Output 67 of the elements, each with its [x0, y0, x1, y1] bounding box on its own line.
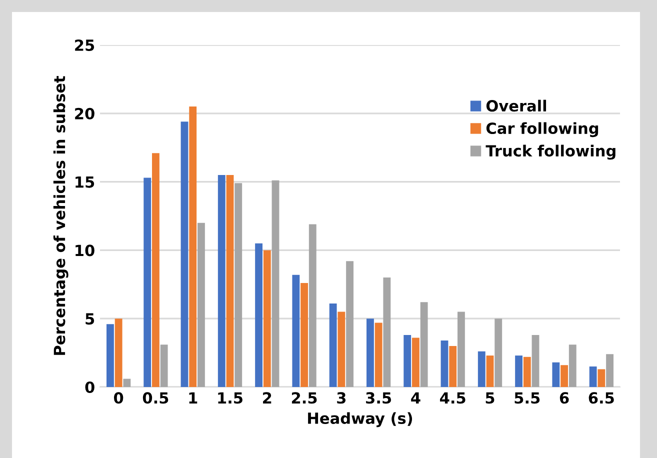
legend-label: Car following	[486, 122, 598, 138]
y-axis-title: Percentage of vehicles in subset	[53, 76, 68, 355]
bar	[560, 365, 568, 387]
bar	[152, 153, 160, 387]
x-tick-label: 1.5	[218, 392, 242, 404]
x-tick-label: 5.5	[514, 392, 540, 404]
bar	[272, 180, 280, 387]
bar	[494, 318, 502, 387]
x-tick-label: 1	[189, 392, 198, 404]
bar	[449, 346, 457, 387]
legend-label: Truck following	[486, 144, 616, 160]
x-tick-label: 0.5	[142, 392, 168, 404]
bar	[234, 183, 242, 387]
bar	[329, 304, 337, 387]
bar	[308, 224, 316, 387]
x-tick-label: 5	[486, 392, 494, 404]
y-tick-label: 15	[76, 176, 94, 188]
bar	[263, 250, 271, 387]
bar	[420, 302, 428, 387]
bar	[226, 174, 234, 387]
bar	[338, 312, 346, 387]
bar	[180, 122, 188, 387]
bar	[404, 335, 412, 387]
x-tick-label: 2.5	[292, 392, 317, 404]
y-tick-label: 25	[75, 39, 94, 52]
bar	[568, 344, 576, 387]
bar	[552, 362, 560, 387]
x-tick-label: 4.5	[440, 392, 466, 404]
bar	[412, 338, 420, 387]
y-tick-label: 0	[85, 381, 94, 394]
bar	[523, 356, 531, 387]
bar	[346, 261, 354, 387]
bar	[515, 356, 522, 387]
y-tick-label: 20	[75, 108, 94, 120]
bar	[144, 178, 152, 387]
x-tick-label: 3.5	[366, 392, 392, 404]
bar	[160, 344, 168, 387]
bar	[300, 283, 308, 387]
x-tick-label: 6.5	[588, 392, 614, 404]
legend-label: Overall	[486, 100, 546, 112]
bar	[374, 322, 382, 387]
y-tick-label: 10	[76, 244, 94, 256]
bar	[198, 222, 205, 387]
bar	[589, 366, 597, 387]
x-tick-label: 6	[560, 392, 569, 404]
x-tick-label: 4	[411, 392, 420, 404]
bar	[532, 335, 540, 387]
y-tick-label: 5	[86, 313, 94, 325]
bar	[598, 369, 606, 387]
bar	[366, 318, 374, 387]
bar	[106, 324, 114, 387]
bar	[383, 278, 391, 387]
x-tick-label: 2	[263, 392, 272, 404]
bar	[292, 274, 300, 387]
bar	[606, 354, 614, 387]
bar	[486, 356, 494, 387]
bar	[189, 106, 197, 387]
bar	[123, 378, 131, 387]
bar	[478, 351, 486, 387]
x-tick-label: 3	[337, 392, 346, 404]
bar	[218, 174, 226, 387]
x-axis-title: Headway (s)	[308, 412, 412, 428]
x-tick-label: 0	[114, 392, 124, 404]
bar	[440, 340, 448, 387]
bar	[114, 318, 122, 387]
bar	[458, 312, 465, 387]
bar	[255, 243, 262, 387]
